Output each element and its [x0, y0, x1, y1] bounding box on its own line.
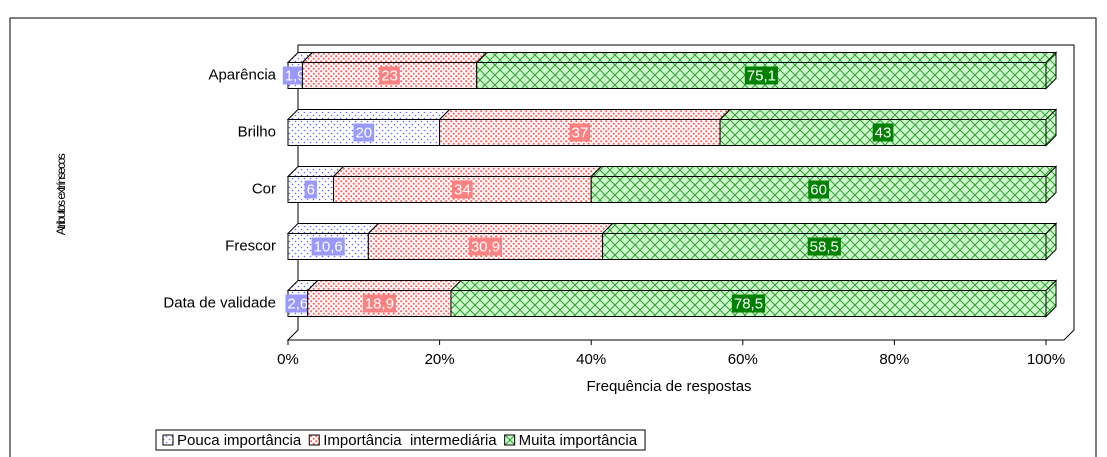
x-tick-label: 40%: [576, 351, 606, 368]
value-label: 60: [810, 181, 827, 198]
value-label: 58,5: [810, 238, 839, 255]
value-label-group: 10,6: [311, 237, 345, 256]
value-label-group: 30,9: [468, 237, 503, 256]
value-label: 2,6: [287, 295, 308, 312]
value-label-group: 6: [304, 180, 317, 199]
value-label-group: 60: [808, 180, 829, 199]
value-label: 1,9: [285, 67, 306, 84]
value-label-bg: [451, 180, 473, 199]
legend: Pouca importância Importância intermediár…: [155, 429, 646, 451]
legend-swatch: [308, 434, 320, 446]
value-label-bg: [808, 180, 829, 199]
value-label: 20: [355, 124, 372, 141]
value-label-bg: [285, 294, 311, 313]
value-label: 43: [875, 124, 892, 141]
y-axis-label: Atributos extrínsecos: [54, 153, 68, 235]
x-tick-label: 20%: [425, 351, 455, 368]
value-label-bg: [379, 66, 400, 85]
value-label-group: 75,1: [744, 66, 778, 85]
x-axis-label: Frequência de respostas: [586, 378, 751, 395]
value-label-bg: [311, 237, 345, 256]
legend-label: Muita importância: [519, 432, 638, 449]
legend-box: [155, 429, 646, 451]
value-label: 78,5: [734, 295, 763, 312]
legend-swatch: [162, 434, 174, 446]
value-label-group: 78,5: [731, 294, 766, 313]
x-tick-label: 0%: [277, 351, 299, 368]
value-label-bg: [569, 123, 591, 142]
value-label-bg: [468, 237, 503, 256]
x-tick-label: 100%: [1027, 351, 1065, 368]
value-label-bg: [282, 66, 308, 85]
value-label: 30,9: [471, 238, 500, 255]
value-label-group: 23: [379, 66, 400, 85]
value-label-group: 1,9: [282, 66, 308, 85]
value-label-bg: [362, 294, 396, 313]
value-label-group: 34: [451, 180, 473, 199]
value-label: 34: [454, 181, 471, 198]
value-label-group: 2,6: [285, 294, 311, 313]
value-label-bg: [353, 123, 375, 142]
value-label-group: 58,5: [807, 237, 841, 256]
value-label: 18,9: [365, 295, 394, 312]
value-label: 10,6: [314, 238, 343, 255]
value-label-group: 37: [569, 123, 591, 142]
value-label: 23: [381, 67, 398, 84]
value-label-group: 43: [872, 123, 894, 142]
legend-label: Pouca importância: [177, 432, 302, 449]
y-tick-label: Brilho: [238, 123, 276, 140]
value-label-bg: [731, 294, 766, 313]
x-tick-label: 60%: [728, 351, 758, 368]
y-tick-label: Frescor: [225, 237, 276, 254]
legend-label: Importância intermediária: [323, 432, 497, 449]
value-label: 75,1: [747, 67, 776, 84]
value-label-bg: [744, 66, 778, 85]
value-label: 37: [571, 124, 588, 141]
x-tick-label: 80%: [879, 351, 909, 368]
y-tick-label: Cor: [252, 180, 276, 197]
value-label: 6: [307, 181, 315, 198]
y-tick-label: Data de validade: [163, 294, 276, 311]
value-label-group: 18,9: [362, 294, 396, 313]
value-label-bg: [304, 180, 317, 199]
value-label-bg: [807, 237, 841, 256]
value-label-bg: [872, 123, 894, 142]
legend-swatch: [504, 434, 516, 446]
y-tick-label: Aparência: [208, 66, 276, 83]
value-label-group: 20: [353, 123, 375, 142]
